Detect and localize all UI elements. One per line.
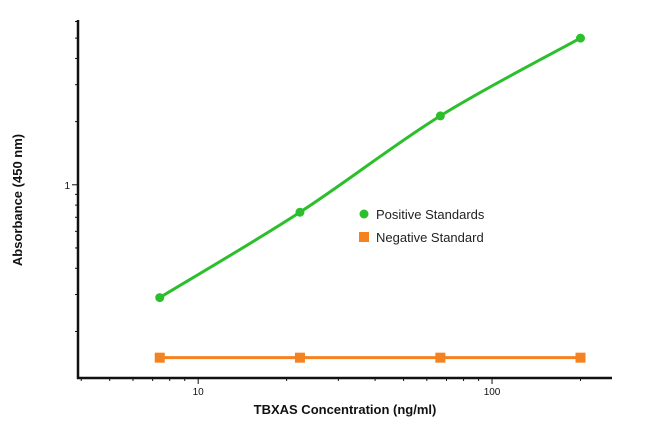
- data-point: [295, 207, 305, 217]
- data-point: [435, 111, 445, 121]
- series-layer: [154, 33, 586, 363]
- legend-marker: [359, 209, 369, 219]
- legend-label: Negative Standard: [376, 230, 484, 245]
- x-tick-label: 10: [193, 387, 205, 398]
- y-axis-label: Absorbance (450 nm): [10, 134, 25, 266]
- data-point: [575, 352, 586, 363]
- axes: 10 100 1: [64, 20, 612, 398]
- data-point: [155, 293, 165, 303]
- x-tick-label: 100: [484, 387, 501, 398]
- data-point: [435, 352, 446, 363]
- legend-marker: [359, 232, 369, 242]
- data-point: [154, 352, 165, 363]
- data-point: [575, 33, 585, 43]
- y-tick-label: 1: [64, 181, 70, 192]
- x-axis-label: TBXAS Concentration (ng/ml): [254, 402, 437, 417]
- legend: Positive Standards Negative Standard: [359, 207, 485, 245]
- series-line-0: [158, 36, 582, 299]
- legend-label: Positive Standards: [376, 207, 485, 222]
- data-point: [294, 352, 305, 363]
